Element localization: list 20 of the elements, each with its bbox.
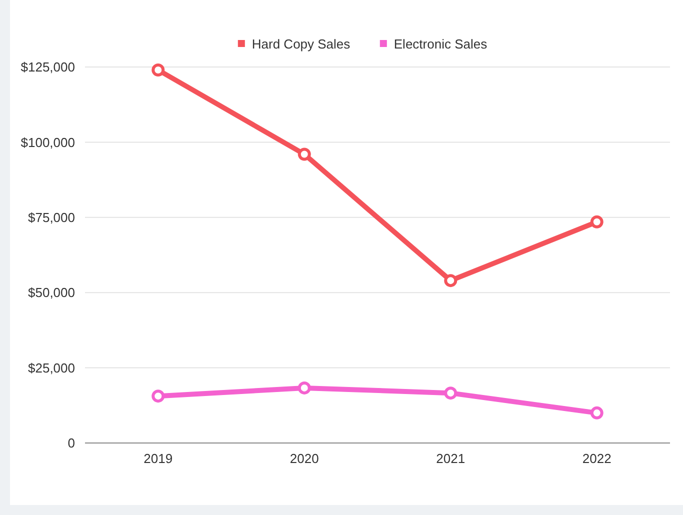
y-tick-label: $125,000 [20,60,75,75]
point [444,386,458,400]
y-tick-label: $100,000 [20,134,75,150]
point [444,274,458,288]
y-tick-label: $75,000 [28,210,75,225]
point [298,381,311,394]
point [152,390,165,403]
point [298,148,311,161]
legend-label: Hard Copy Sales [252,36,351,52]
point [152,64,165,77]
point [590,215,604,228]
point [590,406,604,420]
x-tick-label: 2020 [290,451,319,466]
x-tick-label: 2022 [582,451,612,466]
y-tick-label: 0 [68,436,75,451]
x-tick-label: 2019 [144,451,173,466]
y-tick-label: $25,000 [28,360,75,376]
y-tick-label: $50,000 [28,285,75,300]
x-tick-label: 2021 [436,451,466,466]
legend-label: Electronic Sales [394,36,488,52]
